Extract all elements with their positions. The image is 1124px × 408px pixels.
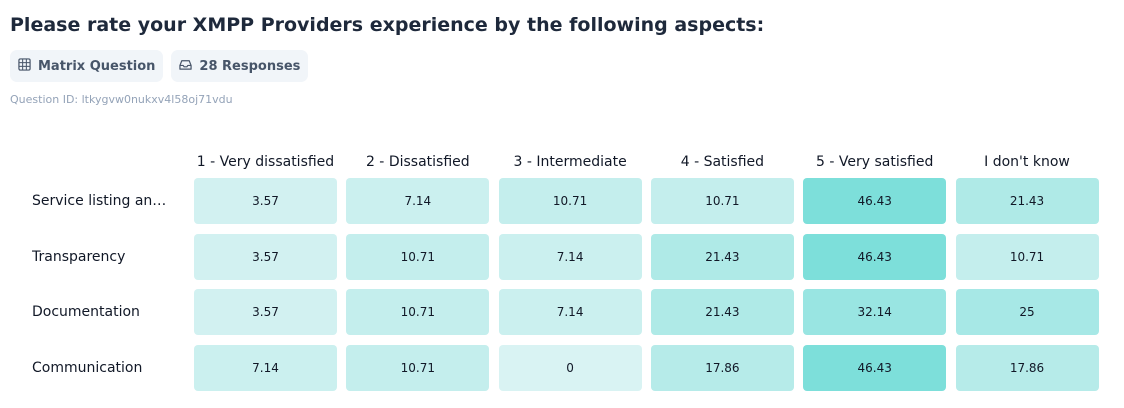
- heatmap-cell: 17.86: [955, 344, 1099, 391]
- heatmap-cell: 10.71: [346, 233, 490, 280]
- heatmap-cell: 21.43: [955, 178, 1099, 224]
- heatmap-cell: 46.43: [803, 344, 947, 391]
- row-label: Service listing an…: [32, 193, 167, 209]
- responses-label: 28 Responses: [199, 58, 301, 74]
- row-label: Transparency: [32, 248, 126, 265]
- heatmap-cell: 10.71: [346, 289, 490, 335]
- heatmap-cell: 10.71: [955, 233, 1099, 280]
- heatmap-cell: 17.86: [650, 344, 794, 391]
- matrix-question-badge: Matrix Question: [10, 50, 164, 82]
- column-header: 3 - Intermediate: [513, 154, 627, 170]
- heatmap-cell: 7.14: [194, 344, 337, 391]
- column-header: 4 - Satisfied: [680, 154, 765, 170]
- heatmap-cell: 46.43: [803, 233, 947, 280]
- grid-icon: [18, 57, 31, 75]
- matrix-question-label: Matrix Question: [38, 58, 156, 74]
- heatmap-cell: 3.57: [194, 178, 337, 224]
- row-label: Documentation: [32, 304, 140, 320]
- badge-row: Matrix Question 28 Responses: [10, 50, 309, 82]
- inbox-icon: [179, 58, 193, 75]
- column-header: 1 - Very dissatisfied: [196, 154, 335, 170]
- heatmap-cell: 3.57: [194, 289, 337, 335]
- heatmap-cell: 3.57: [194, 233, 337, 280]
- heatmap-cell: 21.43: [650, 289, 794, 335]
- question-id: Question ID: ltkygvw0nukxv4l58oj71vdu: [10, 93, 233, 106]
- heatmap-cell: 10.71: [650, 178, 794, 224]
- responses-badge: 28 Responses: [171, 50, 309, 82]
- column-header: 2 - Dissatisfied: [365, 154, 470, 170]
- row-label: Communication: [32, 359, 143, 376]
- heatmap-cell: 0: [498, 344, 642, 391]
- question-title: Please rate your XMPP Providers experien…: [10, 14, 765, 36]
- heatmap-cell: 7.14: [498, 233, 642, 280]
- heatmap-cell: 46.43: [803, 178, 947, 224]
- heatmap-cell: 7.14: [346, 178, 490, 224]
- heatmap-cell: 21.43: [650, 233, 794, 280]
- column-header: 5 - Very satisfied: [816, 154, 934, 170]
- heatmap-cell: 10.71: [346, 344, 490, 391]
- heatmap-cell: 10.71: [498, 178, 642, 224]
- heatmap-cell: 7.14: [498, 289, 642, 335]
- heatmap-cell: 25: [955, 289, 1099, 335]
- column-header: I don't know: [984, 154, 1070, 170]
- heatmap-cell: 32.14: [803, 289, 947, 335]
